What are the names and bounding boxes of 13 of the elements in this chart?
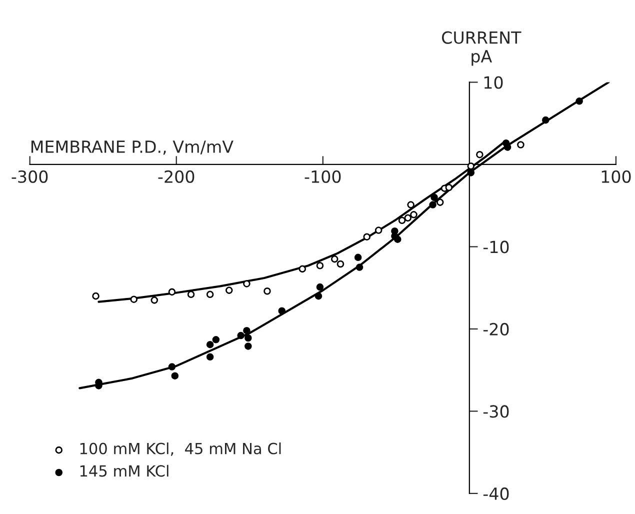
x-axis-title: MEMBRANE P.D., Vm/mV bbox=[31, 140, 234, 155]
legend-label: 145 mM KCl bbox=[80, 464, 168, 477]
y-tick-label: -10 bbox=[483, 240, 509, 254]
y-axis-title: CURRENT pA bbox=[442, 31, 522, 66]
y-tick-label: -40 bbox=[483, 487, 509, 500]
y-tick-label: 10 bbox=[484, 76, 503, 89]
y-tick-label: -30 bbox=[483, 405, 509, 418]
x-tick-label: 100 bbox=[602, 170, 631, 183]
x-tick-label: -100 bbox=[304, 170, 341, 183]
x-tick-label: -300 bbox=[12, 170, 48, 183]
x-tick-label: -200 bbox=[158, 170, 194, 183]
y-tick-label: -20 bbox=[483, 322, 509, 336]
legend-label: 100 mM KCl, 45 mM Na Cl bbox=[80, 442, 281, 456]
